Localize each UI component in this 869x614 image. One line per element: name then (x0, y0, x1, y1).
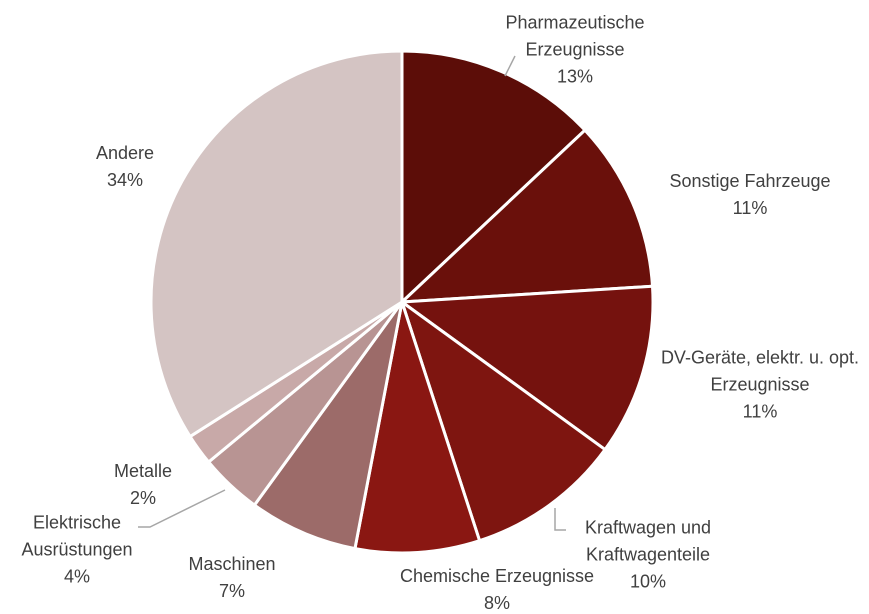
slice (397, 284, 655, 452)
slice (353, 301, 482, 555)
value-label: 8% (483, 593, 510, 613)
value-label: 11% (732, 198, 768, 218)
slice-label: Elektrische Ausrüstungen 4% (7, 510, 147, 591)
slice-label: Andere 34% (65, 140, 185, 194)
category-label: Chemische Erzeugnisse (399, 566, 595, 586)
category-label: Andere (95, 143, 155, 163)
category-label: Metalle (113, 461, 173, 481)
slice-label: Sonstige Fahrzeuge 11% (635, 168, 865, 222)
value-label: 13% (556, 66, 594, 87)
slices (149, 49, 655, 555)
value-label: 4% (63, 566, 90, 587)
slice (252, 301, 404, 551)
value-label: 10% (629, 571, 667, 592)
leader-line (138, 489, 226, 528)
value-label: 34% (106, 170, 144, 190)
slice-label: Pharmazeutische Erzeugnisse 13% (490, 10, 660, 91)
leader-line (554, 508, 566, 531)
slice (149, 49, 404, 439)
category-label: Pharmazeutische Erzeugnisse (505, 12, 645, 60)
slice (400, 49, 588, 306)
category-label: Sonstige Fahrzeuge (669, 171, 831, 191)
slice (399, 298, 608, 543)
category-label: Maschinen (188, 554, 276, 574)
value-label: 7% (218, 581, 245, 601)
category-label: DV-Geräte, elektr. u. opt. Erzeugnisse (660, 347, 860, 395)
slice-label: DV-Geräte, elektr. u. opt. Erzeugnisse 11… (655, 345, 865, 426)
category-label: Elektrische Ausrüstungen (21, 512, 133, 560)
leader-line (504, 55, 516, 77)
slice-label: Chemische Erzeugnisse 8% (372, 563, 622, 614)
value-label: 11% (742, 401, 778, 422)
value-label: 2% (129, 488, 156, 508)
slice-label: Kraftwagen und Kraftwagenteile 10% (568, 515, 728, 596)
slice (397, 128, 655, 304)
slice-label: Metalle 2% (83, 458, 203, 512)
category-label: Kraftwagen und Kraftwagenteile (584, 517, 712, 565)
slice-label: Maschinen 7% (162, 551, 302, 605)
